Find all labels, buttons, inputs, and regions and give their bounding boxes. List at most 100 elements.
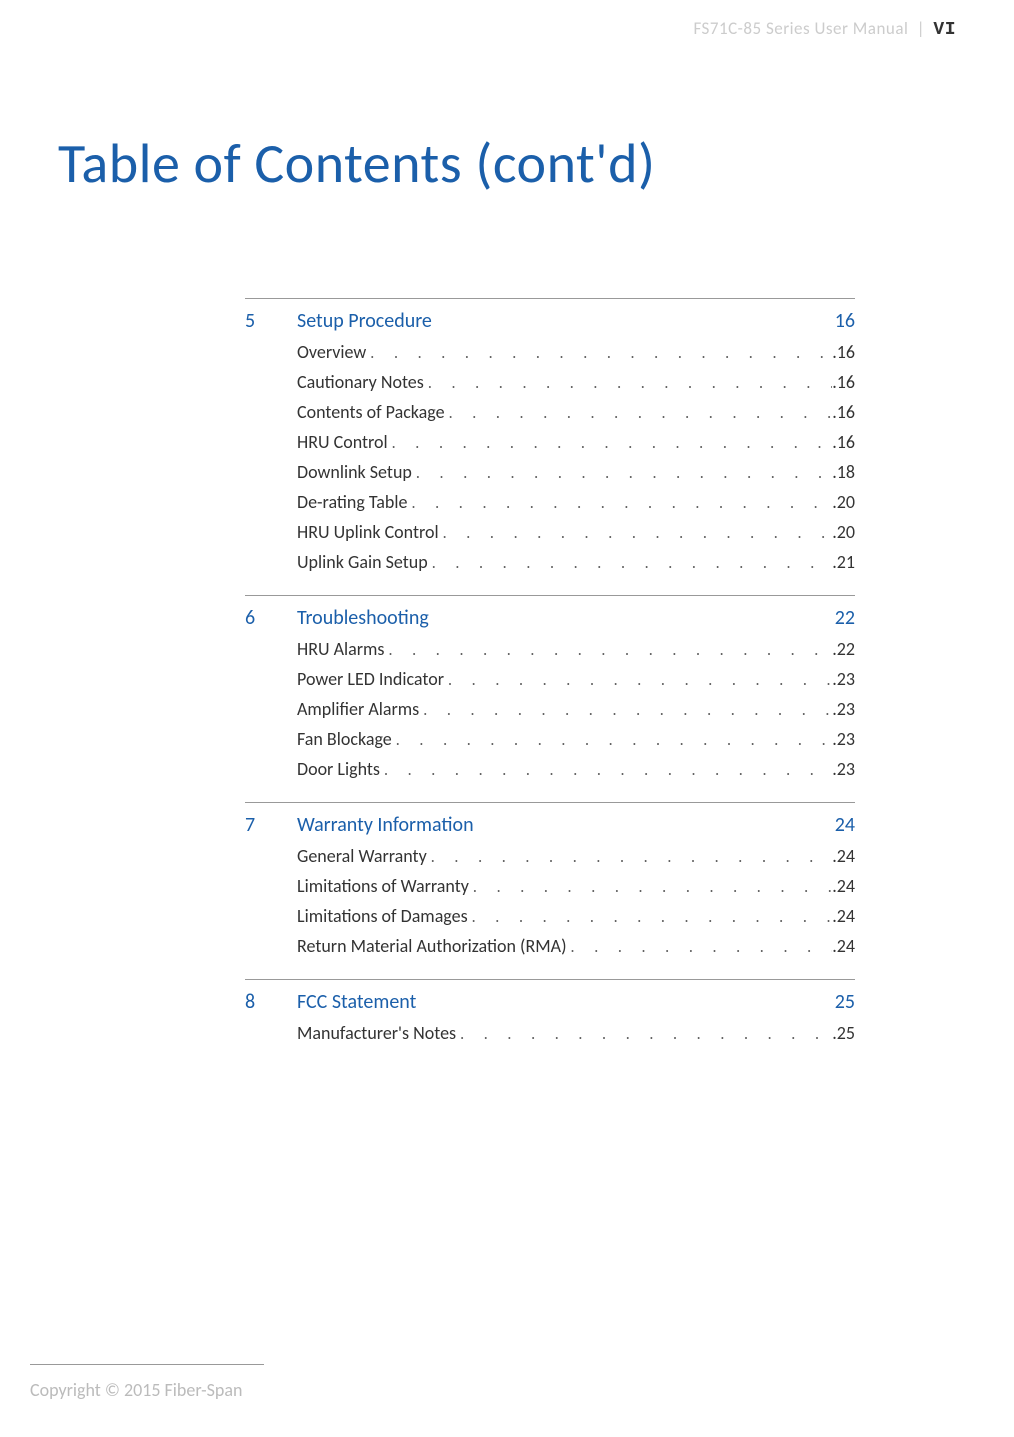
entry-page: .23 — [832, 758, 855, 780]
toc-entry[interactable]: Manufacturer's Notes . . . . . . . . . .… — [245, 1022, 855, 1044]
leader-dots: . . . . . . . . . . . . . . . . . . . . … — [444, 671, 832, 690]
leader-dots: . . . . . . . . . . . . . . . . . . . . … — [419, 701, 832, 720]
product-name: FS71C-85 Series User Manual — [693, 18, 908, 39]
section-page: 16 — [835, 309, 855, 333]
entry-label: Downlink Setup — [297, 461, 412, 483]
leader-dots: . . . . . . . . . . . . . . . . . . . . … — [456, 1025, 832, 1044]
entry-page: .22 — [832, 638, 855, 660]
leader-dots: . . . . . . . . . . . . . . . . . . . . … — [392, 731, 832, 750]
entry-label: HRU Control — [297, 431, 388, 453]
section-title: Warranty Information — [297, 813, 835, 837]
entry-label: De-rating Table — [297, 491, 407, 513]
toc-section: 5Setup Procedure16 Overview . . . . . . .… — [245, 298, 855, 595]
entry-page: .20 — [832, 521, 855, 543]
entry-label: Door Lights — [297, 758, 380, 780]
entry-page: .16 — [832, 371, 855, 393]
entry-label: HRU Uplink Control — [297, 521, 439, 543]
entry-page: .24 — [832, 935, 855, 957]
footer-copyright: Copyright © 2015 Fiber-Span — [30, 1379, 242, 1401]
toc-entry[interactable]: Downlink Setup . . . . . . . . . . . . .… — [245, 461, 855, 483]
entry-page: .23 — [832, 668, 855, 690]
section-page: 25 — [835, 990, 855, 1014]
page-title: Table of Contents (cont'd) — [58, 130, 656, 198]
toc-entry[interactable]: Limitations of Warranty . . . . . . . . … — [245, 875, 855, 897]
toc-section: 6Troubleshooting22 HRU Alarms . . . . . .… — [245, 595, 855, 802]
toc-section-header[interactable]: 7Warranty Information24 — [245, 813, 855, 837]
entry-page: .18 — [832, 461, 855, 483]
leader-dots: . . . . . . . . . . . . . . . . . . . . … — [380, 761, 832, 780]
leader-dots: . . . . . . . . . . . . . . . . . . . . … — [469, 878, 832, 897]
section-number: 7 — [245, 813, 297, 837]
leader-dots: . . . . . . . . . . . . . . . . . . . . … — [384, 641, 832, 660]
leader-dots: . . . . . . . . . . . . . . . . . . . . … — [428, 554, 833, 573]
section-title: Setup Procedure — [297, 309, 835, 333]
toc-entry[interactable]: Overview . . . . . . . . . . . . . . . .… — [245, 341, 855, 363]
entry-label: General Warranty — [297, 845, 427, 867]
leader-dots: . . . . . . . . . . . . . . . . . . . . … — [567, 938, 833, 957]
section-title: Troubleshooting — [297, 606, 835, 630]
toc-entry[interactable]: Door Lights . . . . . . . . . . . . . . … — [245, 758, 855, 780]
entry-label: Return Material Authorization (RMA) — [297, 935, 567, 957]
leader-dots: . . . . . . . . . . . . . . . . . . . . … — [445, 404, 833, 423]
toc-entry[interactable]: Contents of Package . . . . . . . . . . … — [245, 401, 855, 423]
entry-label: Contents of Package — [297, 401, 445, 423]
leader-dots: . . . . . . . . . . . . . . . . . . . . … — [424, 374, 832, 393]
leader-dots: . . . . . . . . . . . . . . . . . . . . … — [412, 464, 832, 483]
section-page: 22 — [835, 606, 855, 630]
entry-page: .21 — [832, 551, 855, 573]
entry-label: Limitations of Warranty — [297, 875, 469, 897]
entry-page: .24 — [832, 905, 855, 927]
toc-section: 8FCC Statement25 Manufacturer's Notes . .… — [245, 979, 855, 1066]
entry-page: .23 — [832, 698, 855, 720]
toc-entry[interactable]: Fan Blockage . . . . . . . . . . . . . .… — [245, 728, 855, 750]
toc-section-header[interactable]: 5Setup Procedure16 — [245, 309, 855, 333]
section-number: 6 — [245, 606, 297, 630]
toc-entry[interactable]: HRU Uplink Control . . . . . . . . . . .… — [245, 521, 855, 543]
leader-dots: . . . . . . . . . . . . . . . . . . . . … — [439, 524, 833, 543]
toc-entry[interactable]: Power LED Indicator . . . . . . . . . . … — [245, 668, 855, 690]
entry-page: .25 — [832, 1022, 855, 1044]
entry-label: Power LED Indicator — [297, 668, 444, 690]
entry-label: Uplink Gain Setup — [297, 551, 428, 573]
table-of-contents: 5Setup Procedure16 Overview . . . . . . .… — [245, 298, 855, 1066]
page-header: FS71C-85 Series User Manual | VI — [693, 18, 956, 40]
entry-page: .16 — [832, 401, 855, 423]
section-page: 24 — [835, 813, 855, 837]
entry-page: .16 — [832, 431, 855, 453]
entry-page: .24 — [832, 845, 855, 867]
entry-label: Manufacturer's Notes — [297, 1022, 456, 1044]
entry-page: .23 — [832, 728, 855, 750]
toc-entry[interactable]: General Warranty . . . . . . . . . . . .… — [245, 845, 855, 867]
entry-label: Limitations of Damages — [297, 905, 468, 927]
leader-dots: . . . . . . . . . . . . . . . . . . . . … — [427, 848, 832, 867]
toc-entry[interactable]: Limitations of Damages . . . . . . . . .… — [245, 905, 855, 927]
entry-label: Overview — [297, 341, 366, 363]
entry-label: Cautionary Notes — [297, 371, 424, 393]
section-number: 5 — [245, 309, 297, 333]
toc-entry[interactable]: De-rating Table . . . . . . . . . . . . … — [245, 491, 855, 513]
toc-entry[interactable]: HRU Control . . . . . . . . . . . . . . … — [245, 431, 855, 453]
footer-rule — [30, 1364, 264, 1365]
section-number: 8 — [245, 990, 297, 1014]
toc-entry[interactable]: HRU Alarms . . . . . . . . . . . . . . .… — [245, 638, 855, 660]
toc-section-header[interactable]: 8FCC Statement25 — [245, 990, 855, 1014]
leader-dots: . . . . . . . . . . . . . . . . . . . . … — [407, 494, 832, 513]
entry-page: .24 — [832, 875, 855, 897]
leader-dots: . . . . . . . . . . . . . . . . . . . . … — [366, 344, 832, 363]
toc-entry[interactable]: Cautionary Notes . . . . . . . . . . . .… — [245, 371, 855, 393]
toc-section-header[interactable]: 6Troubleshooting22 — [245, 606, 855, 630]
toc-entry[interactable]: Uplink Gain Setup . . . . . . . . . . . … — [245, 551, 855, 573]
entry-label: Amplifier Alarms — [297, 698, 419, 720]
toc-entry[interactable]: Amplifier Alarms . . . . . . . . . . . .… — [245, 698, 855, 720]
entry-label: HRU Alarms — [297, 638, 384, 660]
leader-dots: . . . . . . . . . . . . . . . . . . . . … — [468, 908, 833, 927]
page-number-roman: VI — [933, 20, 956, 40]
leader-dots: . . . . . . . . . . . . . . . . . . . . … — [388, 434, 833, 453]
toc-entry[interactable]: Return Material Authorization (RMA) . . … — [245, 935, 855, 957]
entry-label: Fan Blockage — [297, 728, 392, 750]
section-title: FCC Statement — [297, 990, 835, 1014]
header-separator: | — [917, 18, 925, 39]
entry-page: .20 — [832, 491, 855, 513]
toc-section: 7Warranty Information24 General Warranty … — [245, 802, 855, 979]
entry-page: .16 — [832, 341, 855, 363]
